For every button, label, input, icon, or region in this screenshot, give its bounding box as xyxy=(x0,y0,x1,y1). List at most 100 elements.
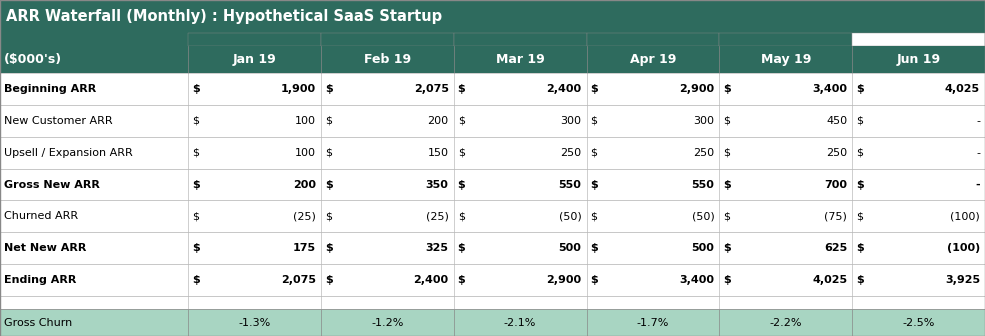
Text: (100): (100) xyxy=(951,211,980,221)
Text: Gross New ARR: Gross New ARR xyxy=(4,179,99,190)
Text: 3,400: 3,400 xyxy=(680,275,714,285)
Text: 3,925: 3,925 xyxy=(945,275,980,285)
Text: $: $ xyxy=(325,179,333,190)
Text: $: $ xyxy=(856,211,863,221)
Text: -2.5%: -2.5% xyxy=(902,318,935,328)
Text: 500: 500 xyxy=(558,243,581,253)
Bar xyxy=(0,46,985,73)
Text: 3,400: 3,400 xyxy=(813,84,847,94)
Text: -2.1%: -2.1% xyxy=(504,318,536,328)
Text: -1.7%: -1.7% xyxy=(636,318,669,328)
Bar xyxy=(586,33,719,46)
Text: 550: 550 xyxy=(558,179,581,190)
Text: $: $ xyxy=(325,84,333,94)
Text: 500: 500 xyxy=(691,243,714,253)
Text: $: $ xyxy=(590,275,598,285)
Text: $: $ xyxy=(192,148,199,158)
Text: Apr 19: Apr 19 xyxy=(629,53,676,66)
Text: 200: 200 xyxy=(427,116,448,126)
Text: 2,900: 2,900 xyxy=(680,84,714,94)
Text: 550: 550 xyxy=(691,179,714,190)
Text: -: - xyxy=(975,179,980,190)
Text: $: $ xyxy=(325,243,333,253)
Text: $: $ xyxy=(723,84,731,94)
Text: $: $ xyxy=(856,243,864,253)
Text: (50): (50) xyxy=(558,211,581,221)
Text: 2,900: 2,900 xyxy=(547,275,581,285)
Text: $: $ xyxy=(856,148,863,158)
Text: $: $ xyxy=(590,116,598,126)
Text: $: $ xyxy=(723,211,730,221)
Text: Net New ARR: Net New ARR xyxy=(4,243,87,253)
Text: $: $ xyxy=(590,148,598,158)
Text: May 19: May 19 xyxy=(760,53,811,66)
Text: 300: 300 xyxy=(560,116,581,126)
Bar xyxy=(0,0,985,33)
Text: -1.3%: -1.3% xyxy=(238,318,271,328)
Text: $: $ xyxy=(458,116,465,126)
Text: ARR Waterfall (Monthly) : Hypothetical SaaS Startup: ARR Waterfall (Monthly) : Hypothetical S… xyxy=(6,9,442,24)
Text: $: $ xyxy=(590,211,598,221)
Text: $: $ xyxy=(458,243,466,253)
Text: $: $ xyxy=(723,116,730,126)
Text: Feb 19: Feb 19 xyxy=(363,53,411,66)
Text: 450: 450 xyxy=(826,116,847,126)
Text: 150: 150 xyxy=(427,148,448,158)
Text: $: $ xyxy=(856,179,864,190)
Bar xyxy=(0,105,985,137)
Text: 2,075: 2,075 xyxy=(281,275,316,285)
Bar xyxy=(321,33,454,46)
Text: (75): (75) xyxy=(824,211,847,221)
Text: 2,400: 2,400 xyxy=(414,275,448,285)
Text: 100: 100 xyxy=(295,116,316,126)
Text: $: $ xyxy=(192,243,200,253)
Text: $: $ xyxy=(458,148,465,158)
Text: Beginning ARR: Beginning ARR xyxy=(4,84,97,94)
Text: $: $ xyxy=(325,116,332,126)
Text: Jan 19: Jan 19 xyxy=(232,53,276,66)
Bar xyxy=(0,33,188,46)
Text: (50): (50) xyxy=(691,211,714,221)
Text: $: $ xyxy=(192,275,200,285)
Text: 2,075: 2,075 xyxy=(414,84,448,94)
Text: (25): (25) xyxy=(426,211,448,221)
Text: 175: 175 xyxy=(293,243,316,253)
Text: -1.2%: -1.2% xyxy=(371,318,404,328)
Bar xyxy=(852,33,985,46)
Text: Ending ARR: Ending ARR xyxy=(4,275,77,285)
Text: 100: 100 xyxy=(295,148,316,158)
Text: $: $ xyxy=(325,211,332,221)
Bar xyxy=(0,232,985,264)
Text: 200: 200 xyxy=(293,179,316,190)
Text: 1,900: 1,900 xyxy=(281,84,316,94)
Bar xyxy=(0,137,985,169)
Text: -2.2%: -2.2% xyxy=(769,318,802,328)
Text: $: $ xyxy=(192,179,200,190)
Text: 325: 325 xyxy=(426,243,448,253)
Text: $: $ xyxy=(590,84,598,94)
Bar xyxy=(0,33,985,46)
Text: 4,025: 4,025 xyxy=(945,84,980,94)
Text: $: $ xyxy=(590,179,598,190)
Text: 2,400: 2,400 xyxy=(547,84,581,94)
Text: Gross Churn: Gross Churn xyxy=(4,318,72,328)
Text: Upsell / Expansion ARR: Upsell / Expansion ARR xyxy=(4,148,133,158)
Text: $: $ xyxy=(192,84,200,94)
Text: Mar 19: Mar 19 xyxy=(495,53,545,66)
Text: New Customer ARR: New Customer ARR xyxy=(4,116,112,126)
Text: ($000's): ($000's) xyxy=(4,53,62,66)
Text: $: $ xyxy=(723,179,731,190)
Text: $: $ xyxy=(723,148,730,158)
Text: (25): (25) xyxy=(293,211,316,221)
Text: $: $ xyxy=(458,179,466,190)
Text: $: $ xyxy=(723,243,731,253)
Text: $: $ xyxy=(458,275,466,285)
Bar xyxy=(0,201,985,232)
Bar xyxy=(454,33,586,46)
Text: $: $ xyxy=(458,211,465,221)
Text: $: $ xyxy=(192,116,199,126)
Bar xyxy=(0,309,985,336)
Text: 700: 700 xyxy=(824,179,847,190)
Text: $: $ xyxy=(325,275,333,285)
Text: $: $ xyxy=(325,148,332,158)
